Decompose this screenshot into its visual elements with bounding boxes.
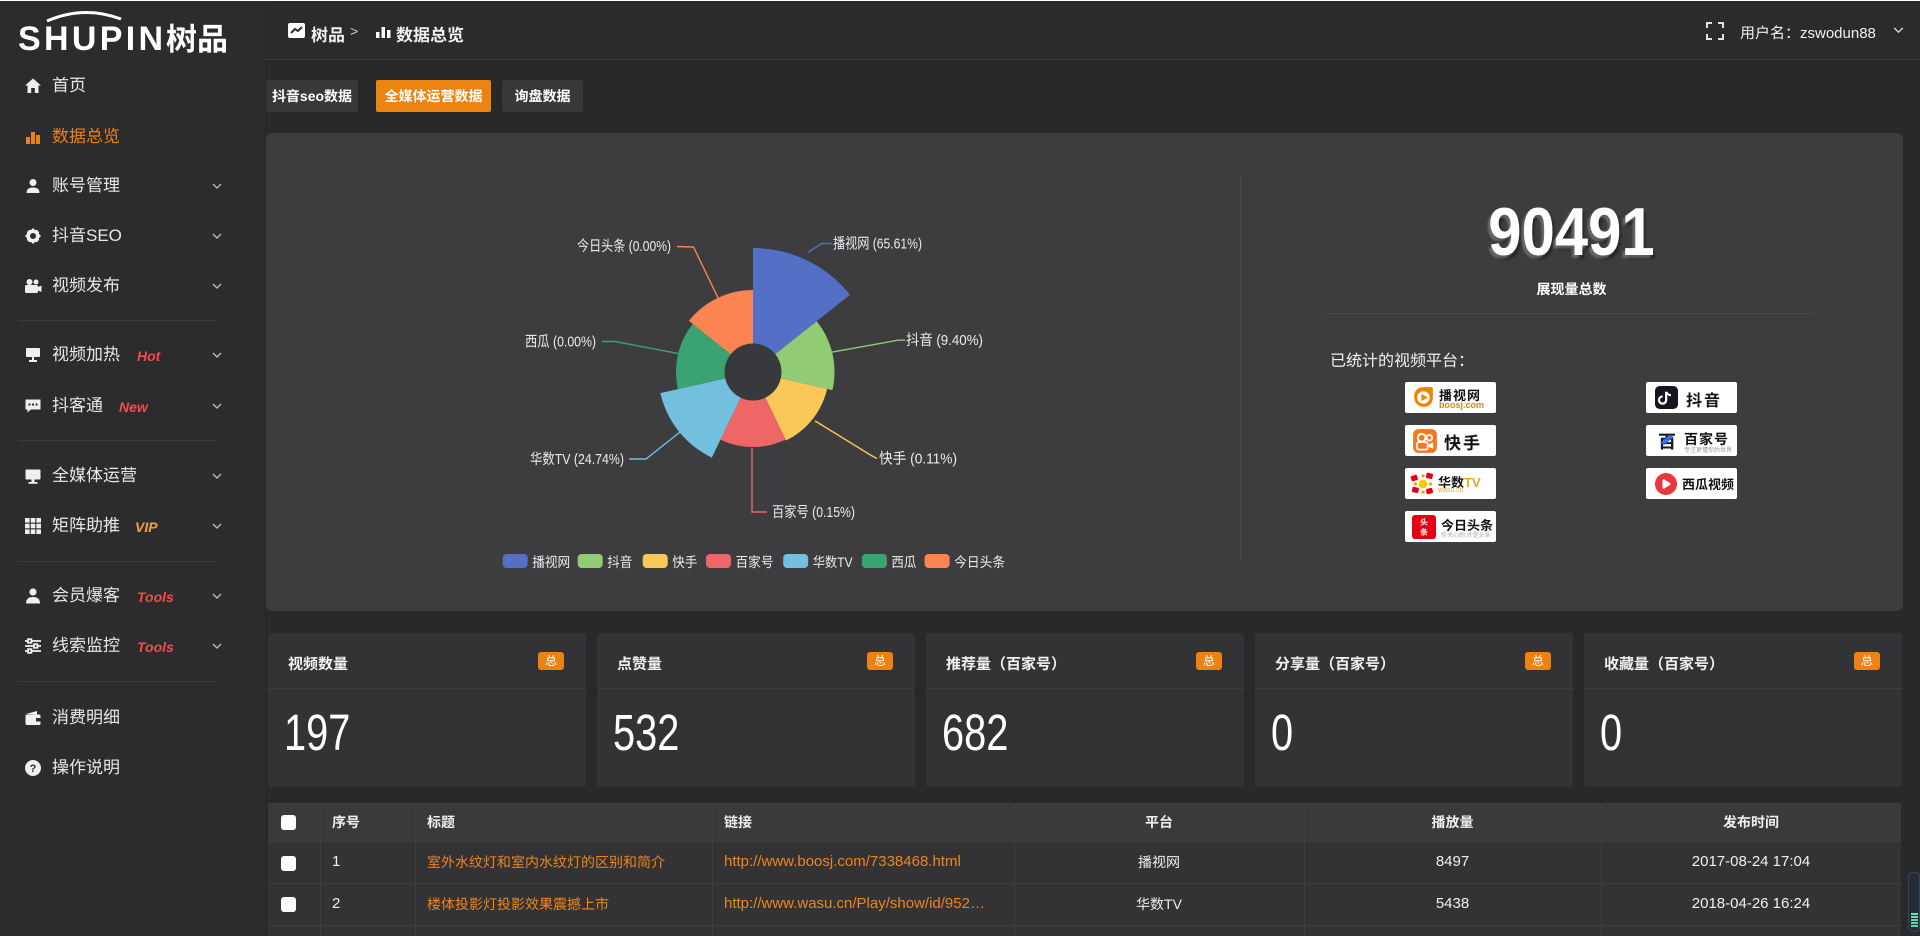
svg-text:今日头条: 今日头条 [954, 554, 1005, 570]
svg-text:西瓜 (0.00%): 西瓜 (0.00%) [525, 334, 596, 351]
svg-text:华数TV (24.74%): 华数TV (24.74%) [530, 451, 624, 468]
svg-text:条: 条 [1420, 527, 1428, 538]
svg-text:抖音 (9.40%): 抖音 (9.40%) [906, 332, 983, 349]
svg-text:西瓜: 西瓜 [891, 554, 916, 570]
svg-text:树品: 树品 [166, 14, 228, 54]
svg-text:抖音: 抖音 [607, 554, 632, 570]
svg-text:华数TV: 华数TV [813, 554, 854, 570]
svg-text:SHUPIN: SHUPIN [18, 20, 163, 54]
svg-text:头: 头 [1420, 517, 1428, 528]
svg-text:播视网: 播视网 [532, 554, 570, 570]
svg-text:今日头条 (0.00%): 今日头条 (0.00%) [577, 238, 671, 255]
svg-text:快手: 快手 [672, 554, 697, 570]
svg-text:百家号 (0.15%): 百家号 (0.15%) [772, 504, 855, 521]
svg-text:百家号: 百家号 [736, 554, 774, 570]
svg-text:播视网 (65.61%): 播视网 (65.61%) [833, 236, 922, 253]
svg-text:快手 (0.11%): 快手 (0.11%) [879, 451, 957, 468]
svg-text:?: ? [30, 763, 37, 775]
